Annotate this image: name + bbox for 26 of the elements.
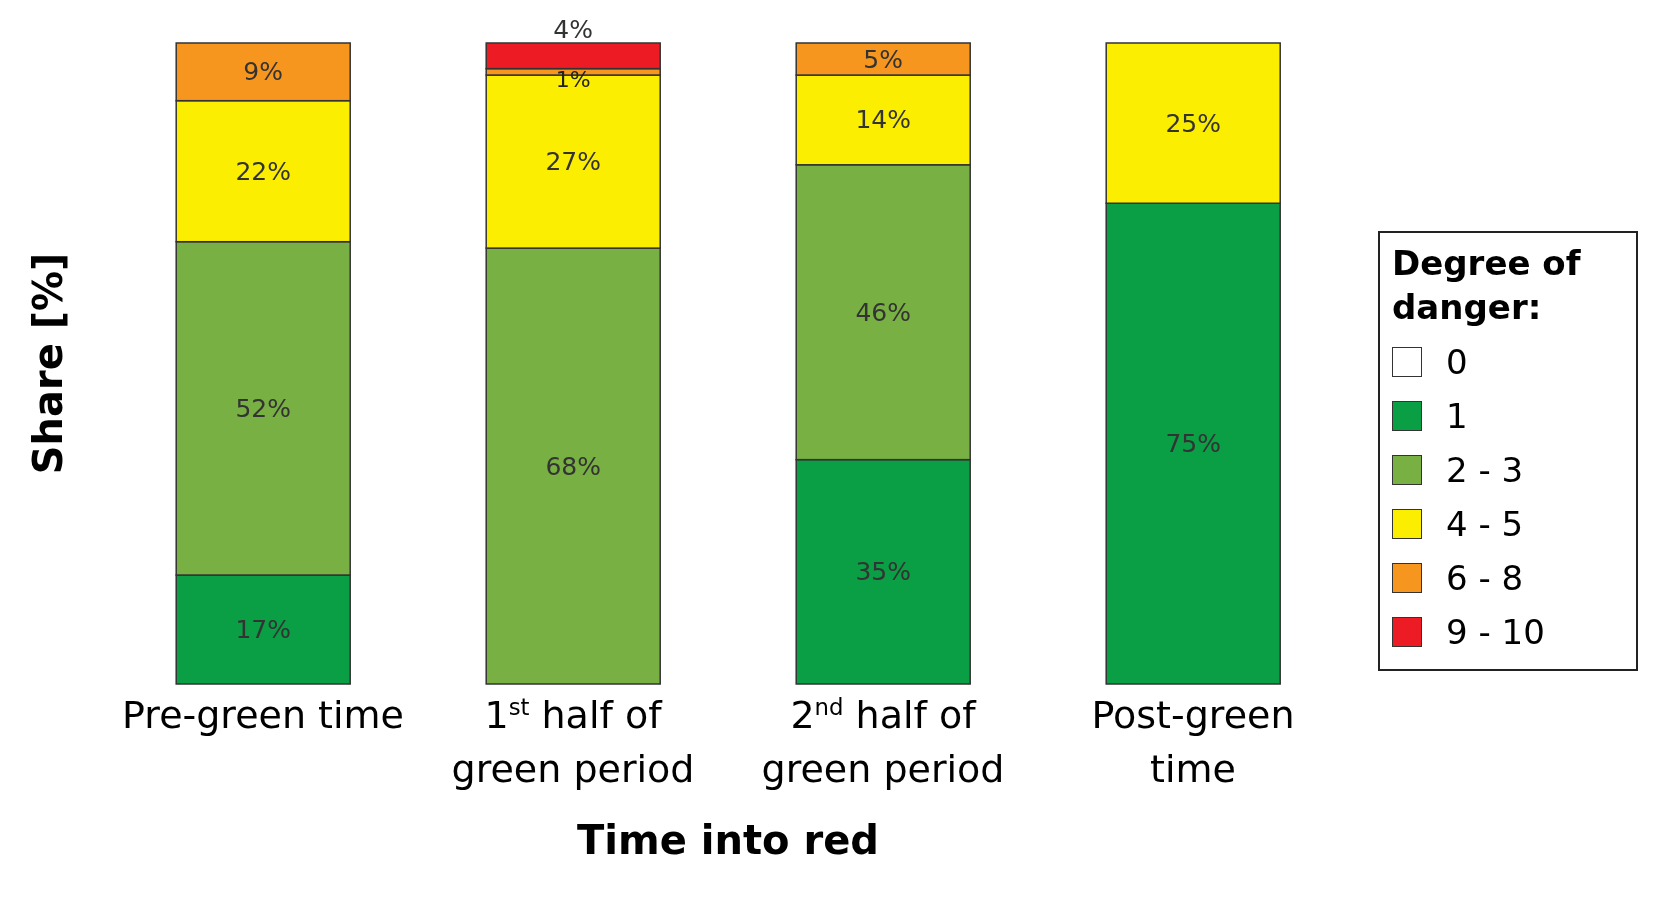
data-label: 17% [235,615,291,645]
data-label: 9% [243,57,284,87]
data-label: 35% [855,557,911,587]
data-label: 68% [545,451,601,481]
x-tick-label: Post-green time [1091,693,1295,791]
x-tick-label: 2$^{nd}$ half of green period [761,693,1005,791]
x-tick-label: Pre-green time [122,693,404,737]
legend-label: 4 - 5 [1446,504,1524,544]
legend-label: 9 - 10 [1446,612,1545,652]
x-tick-label: 1$^{st}$ half of green period [451,693,695,791]
data-label: 14% [855,105,911,135]
x-axis-title: Time into red [577,817,879,863]
data-label: 27% [545,147,601,177]
data-label: 52% [235,393,291,423]
legend-label: 1 [1446,396,1468,436]
legend-label: 6 - 8 [1446,558,1524,598]
data-label: 75% [1165,429,1221,459]
legend-label: 2 - 3 [1446,450,1524,490]
legend-title: Degree of danger: [1392,242,1582,329]
y-axis-title: Share [%] [25,252,72,475]
data-label: 22% [235,156,291,186]
data-label: 4% [553,14,594,44]
legend-label: 0 [1446,342,1468,382]
data-label: 5% [863,44,904,74]
data-label: 46% [855,297,911,327]
data-label: 25% [1165,108,1221,138]
